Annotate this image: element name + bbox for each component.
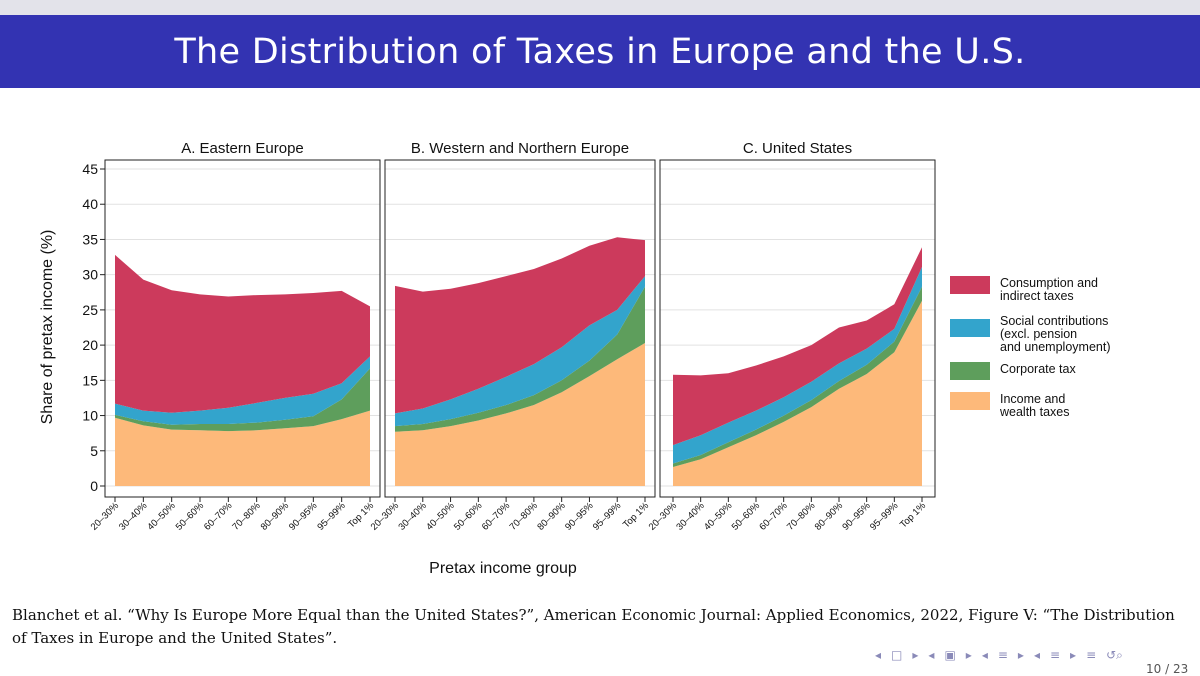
- x-tick-label: 20–30%: [647, 500, 680, 533]
- nav-right-arrow-icon[interactable]: ▸: [912, 648, 919, 662]
- panel-title: C. United States: [743, 140, 852, 157]
- area-income-and-wealth-taxes: [395, 343, 645, 486]
- legend-swatch: [950, 319, 990, 337]
- nav-left-arrow-icon[interactable]: ◂: [981, 648, 988, 662]
- area-consumption-and-indirect-taxes: [673, 247, 922, 446]
- x-tick-label: 80–90%: [259, 500, 292, 533]
- nav-frame-icon[interactable]: □: [891, 648, 903, 662]
- legend-label: Income and: [1000, 392, 1065, 406]
- x-tick-label: 90–95%: [287, 500, 320, 533]
- panel-border: [104, 159, 381, 498]
- y-tick-label: 15: [82, 372, 98, 388]
- stacked-area-chart: A. Eastern Europe20–30%30–40%40–50%50–60…: [39, 140, 1130, 577]
- area-income-and-wealth-taxes: [115, 410, 370, 486]
- legend-label: Consumption and: [1000, 276, 1098, 290]
- x-tick-label: 95–99%: [315, 500, 348, 533]
- x-tick-label: 60–70%: [202, 500, 235, 533]
- y-tick-label: 10: [82, 408, 98, 424]
- x-tick-label: 20–30%: [369, 500, 402, 533]
- x-tick-label: 50–60%: [452, 500, 485, 533]
- slide-title: The Distribution of Taxes in Europe and …: [174, 31, 1026, 72]
- x-tick-label: 30–40%: [117, 500, 150, 533]
- legend-swatch: [950, 392, 990, 410]
- panel-title: A. Eastern Europe: [181, 140, 304, 157]
- x-tick-label: 20–30%: [89, 500, 122, 533]
- legend-swatch: [950, 276, 990, 294]
- y-tick-label: 25: [82, 302, 98, 318]
- beamer-navigation: ◂ □ ▸ ◂ ▣ ▸ ◂ ≡ ▸ ◂ ≡ ▸ ≡ ↺⌕: [875, 644, 1123, 666]
- page-number: 10 / 23: [1146, 662, 1189, 676]
- x-tick-label: 30–40%: [396, 500, 429, 533]
- area-social-contributions-excl-pension-and-unemployment: [673, 266, 922, 464]
- x-tick-label: Top 1%: [898, 500, 929, 531]
- y-tick-label: 35: [82, 231, 98, 247]
- legend-label: (excl. pension: [1000, 327, 1077, 341]
- area-income-and-wealth-taxes: [673, 300, 922, 486]
- x-tick-label: 60–70%: [480, 500, 513, 533]
- x-tick-label: 70–80%: [785, 500, 818, 533]
- x-tick-label: 40–50%: [702, 500, 735, 533]
- nav-search-icon[interactable]: ↺⌕: [1106, 647, 1123, 662]
- nav-left-arrow-icon[interactable]: ◂: [875, 648, 882, 662]
- nav-subframe-icon[interactable]: ▣: [944, 648, 956, 662]
- legend-label: Social contributions: [1000, 314, 1108, 328]
- area-consumption-and-indirect-taxes: [395, 237, 645, 414]
- nav-align-icon[interactable]: ≡: [1086, 648, 1097, 662]
- x-tick-label: 40–50%: [424, 500, 457, 533]
- nav-left-arrow-icon[interactable]: ◂: [928, 648, 935, 662]
- x-tick-label: 95–99%: [591, 500, 624, 533]
- area-social-contributions-excl-pension-and-unemployment: [395, 276, 645, 427]
- x-tick-label: 95–99%: [868, 500, 901, 533]
- y-tick-label: 45: [82, 161, 98, 177]
- y-tick-label: 20: [82, 337, 98, 353]
- panel-border: [384, 159, 656, 498]
- x-tick-label: 60–70%: [757, 500, 790, 533]
- x-tick-label: 70–80%: [230, 500, 263, 533]
- nav-right-arrow-icon[interactable]: ▸: [1070, 648, 1077, 662]
- x-tick-label: 90–95%: [563, 500, 596, 533]
- x-tick-label: 80–90%: [813, 500, 846, 533]
- x-tick-label: 40–50%: [145, 500, 178, 533]
- x-axis-label: Pretax income group: [429, 560, 577, 577]
- x-tick-label: 30–40%: [674, 500, 707, 533]
- nav-left-arrow-icon[interactable]: ◂: [1033, 648, 1040, 662]
- legend-label: and unemployment): [1000, 340, 1110, 354]
- legend-label: indirect taxes: [1000, 289, 1074, 303]
- x-tick-label: 80–90%: [535, 500, 568, 533]
- y-tick-label: 5: [90, 443, 98, 459]
- nav-subsection-icon[interactable]: ≡: [1049, 648, 1061, 662]
- top-header-strip: [0, 0, 1200, 15]
- nav-section-icon[interactable]: ≡: [997, 648, 1008, 662]
- nav-right-arrow-icon[interactable]: ▸: [1017, 648, 1024, 662]
- y-axis-label: Share of pretax income (%): [39, 230, 56, 425]
- legend-swatch: [950, 362, 990, 380]
- legend-label: wealth taxes: [999, 405, 1069, 419]
- slide-title-bar: The Distribution of Taxes in Europe and …: [0, 15, 1200, 88]
- nav-right-arrow-icon[interactable]: ▸: [965, 648, 972, 662]
- panel-border: [659, 159, 936, 498]
- panel-title: B. Western and Northern Europe: [411, 140, 629, 157]
- legend-box: [945, 270, 1130, 416]
- area-consumption-and-indirect-taxes: [115, 254, 370, 413]
- x-tick-label: 50–60%: [730, 500, 763, 533]
- y-tick-label: 0: [90, 478, 98, 494]
- x-tick-label: 70–80%: [508, 500, 541, 533]
- citation-text: Blanchet et al. “Why Is Europe More Equa…: [12, 606, 1175, 647]
- x-tick-label: 90–95%: [840, 500, 873, 533]
- x-tick-label: 50–60%: [174, 500, 207, 533]
- area-social-contributions-excl-pension-and-unemployment: [115, 356, 370, 425]
- area-corporate-tax: [395, 286, 645, 432]
- y-tick-label: 30: [82, 267, 98, 283]
- y-tick-label: 40: [82, 196, 98, 212]
- legend-label: Corporate tax: [1000, 362, 1076, 376]
